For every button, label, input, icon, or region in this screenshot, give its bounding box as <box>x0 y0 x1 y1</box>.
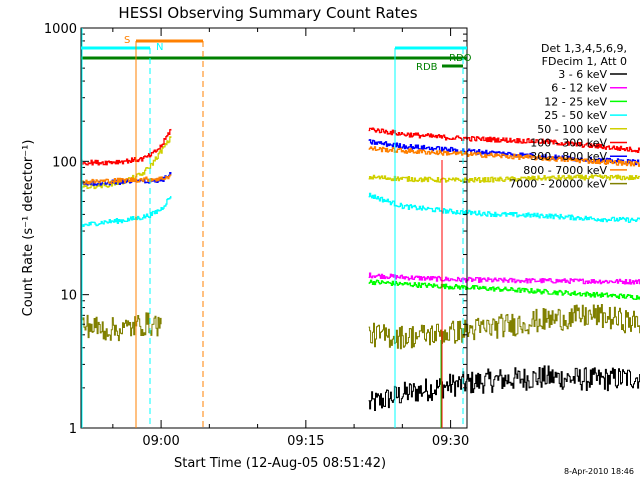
legend-entry-label: 6 - 12 keV <box>551 82 607 95</box>
x-tick-label: 09:00 <box>142 434 179 449</box>
legend-entry-label: 800 - 7000 keV <box>523 164 607 177</box>
series-line-6-12-kev-seg0 <box>368 272 640 285</box>
y-tick-label: 100 <box>52 155 77 170</box>
y-tick-label: 1 <box>69 422 77 437</box>
y-tick-label: 1000 <box>44 22 77 37</box>
legend: Det 1,3,4,5,6,9, FDecim 1, Att 0 3 - 6 k… <box>509 42 627 191</box>
y-axis: 1 10 100 1000 <box>44 22 467 437</box>
series-line-25-50-kev-seg1 <box>368 192 640 223</box>
series-line-50-100-kev-seg1 <box>368 174 640 183</box>
legend-header-line-2: FDecim 1, Att 0 <box>542 55 627 68</box>
x-tick-label: 09:15 <box>287 434 324 449</box>
series-line-3-6-kev-seg0 <box>368 365 640 411</box>
series-line-100-300-kev-seg1 <box>368 127 640 154</box>
y-axis-label: Count Rate (s⁻¹ detector⁻¹) <box>21 140 36 317</box>
series-line-800-7000-kev-seg0 <box>81 174 172 185</box>
x-axis-label: Start Time (12-Aug-05 08:51:42) <box>174 456 386 471</box>
legend-entry-label: 25 - 50 keV <box>544 109 607 122</box>
flag-s-label: S <box>124 35 130 46</box>
plot-frame <box>80 27 468 429</box>
plot-area <box>81 127 640 411</box>
flag-n-label: N <box>156 42 163 53</box>
legend-entry-label: 100 - 300 keV <box>530 137 607 150</box>
series-line-7000-20000-kev-seg1 <box>368 304 640 350</box>
legend-entry-label: 300 - 800 keV <box>530 150 607 163</box>
series-line-800-7000-kev-seg1 <box>368 146 640 167</box>
y-tick-label: 10 <box>60 289 77 304</box>
x-axis: 09:00 09:15 09:30 <box>112 28 469 449</box>
series-line-25-50-kev-seg0 <box>81 195 172 228</box>
chart-title: HESSI Observing Summary Count Rates <box>118 4 417 22</box>
x-tick-label: 09:30 <box>432 434 469 449</box>
flag-rdb-label: RDB <box>416 62 438 73</box>
legend-entry-label: 50 - 100 keV <box>537 123 607 136</box>
legend-entry-label: 3 - 6 keV <box>558 68 607 81</box>
series-line-100-300-kev-seg0 <box>81 128 172 166</box>
legend-header-line-1: Det 1,3,4,5,6,9, <box>541 42 627 55</box>
series-line-12-25-kev-seg0 <box>368 279 640 301</box>
footer-timestamp: 8-Apr-2010 18:46 <box>564 467 634 476</box>
legend-entry-label: 7000 - 20000 keV <box>509 178 607 191</box>
flag-rdo-label: RDO <box>449 53 472 64</box>
series-line-7000-20000-kev-seg0 <box>81 312 162 342</box>
legend-entry-label: 12 - 25 keV <box>544 95 607 108</box>
